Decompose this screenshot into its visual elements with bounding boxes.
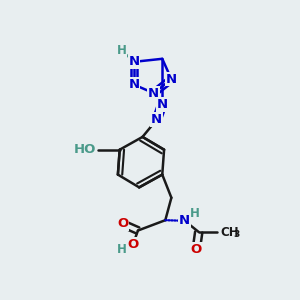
Text: HO: HO: [74, 143, 96, 156]
Text: H: H: [190, 207, 200, 220]
Text: O: O: [117, 217, 128, 230]
Text: 3: 3: [234, 230, 240, 239]
Text: O: O: [128, 238, 139, 251]
Text: N: N: [151, 113, 162, 126]
Text: CH: CH: [220, 226, 239, 238]
Text: H: H: [117, 243, 127, 256]
Text: N: N: [157, 98, 168, 111]
Text: N: N: [179, 214, 190, 227]
Text: N: N: [128, 78, 140, 91]
Text: N: N: [148, 87, 159, 100]
Text: N: N: [128, 55, 140, 68]
Text: O: O: [191, 243, 202, 256]
Text: H: H: [117, 44, 127, 57]
Text: N: N: [166, 73, 177, 86]
